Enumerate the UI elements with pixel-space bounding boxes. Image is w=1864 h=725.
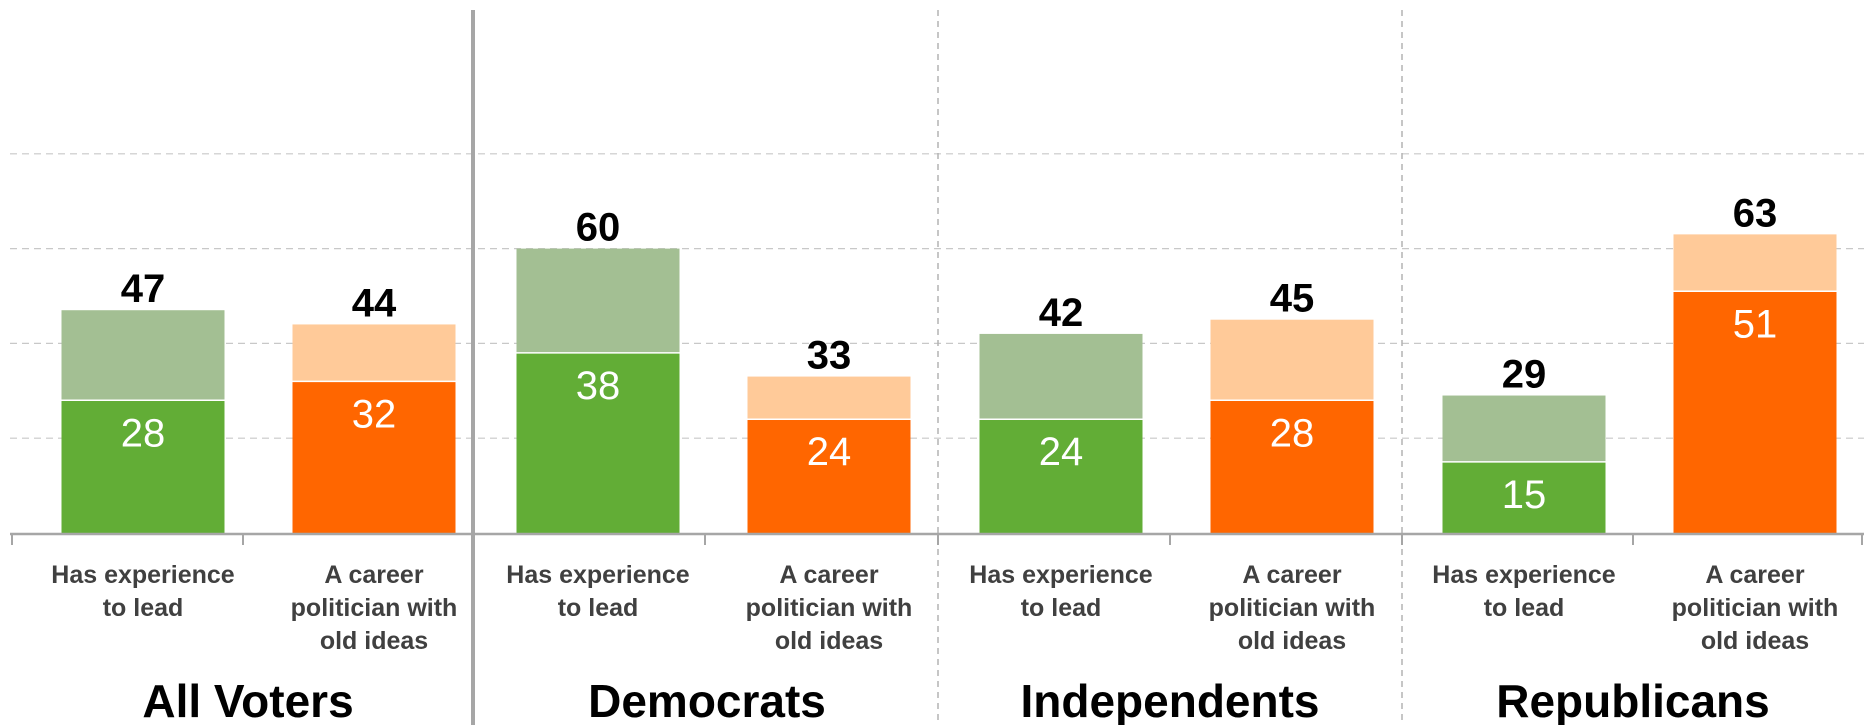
bar-total-segment-career-politician bbox=[1210, 319, 1374, 401]
category-label: to lead bbox=[1021, 594, 1102, 622]
category-label: A career bbox=[1705, 561, 1804, 589]
category-label: old ideas bbox=[1701, 627, 1809, 655]
category-label: to lead bbox=[103, 594, 184, 622]
group-label: Independents bbox=[1020, 675, 1319, 725]
bar-total-segment-career-politician bbox=[747, 376, 911, 420]
category-label: Has experience bbox=[506, 561, 690, 589]
category-label: Has experience bbox=[969, 561, 1153, 589]
bar-strong-segment-experience bbox=[61, 400, 225, 533]
strong-value-label: 28 bbox=[121, 411, 166, 455]
bar-total-segment-experience bbox=[516, 248, 680, 353]
x-axis bbox=[10, 532, 1864, 545]
bar-total-segment-experience bbox=[1442, 395, 1606, 462]
strong-value-label: 51 bbox=[1733, 302, 1778, 346]
category-label: A career bbox=[324, 561, 423, 589]
strong-value-label: 24 bbox=[1039, 430, 1084, 474]
bar-strong-segment-career-politician bbox=[1210, 400, 1374, 533]
total-value-label: 29 bbox=[1502, 353, 1547, 397]
gridlines bbox=[10, 153, 1864, 439]
bar-total-segment-experience bbox=[61, 310, 225, 401]
category-label: politician with bbox=[1672, 594, 1839, 622]
labels: 47 28 Has experience to lead 44 32 A career pol… bbox=[51, 191, 1838, 725]
bar-strong-segment-experience bbox=[516, 352, 680, 533]
strong-value-label: 28 bbox=[1270, 411, 1315, 455]
bar-strong-segment-career-politician bbox=[292, 381, 456, 533]
bar-strong-segment-career-politician bbox=[1673, 291, 1837, 533]
category-label: old ideas bbox=[775, 627, 883, 655]
total-value-label: 42 bbox=[1039, 291, 1084, 335]
bar-strong-segment-experience bbox=[979, 419, 1143, 533]
category-label: Has experience bbox=[1432, 561, 1616, 589]
strong-value-label: 32 bbox=[352, 392, 397, 436]
category-label: Has experience bbox=[51, 561, 235, 589]
bar-total-segment-career-politician bbox=[292, 324, 456, 382]
total-value-label: 47 bbox=[121, 267, 166, 311]
bars bbox=[61, 234, 1837, 533]
category-label: to lead bbox=[1484, 594, 1565, 622]
bar-total-segment-career-politician bbox=[1673, 234, 1837, 292]
category-label: politician with bbox=[746, 594, 913, 622]
bar-strong-segment-career-politician bbox=[747, 419, 911, 533]
category-label: to lead bbox=[558, 594, 639, 622]
group-dividers bbox=[471, 10, 1403, 725]
category-label: old ideas bbox=[320, 627, 428, 655]
strong-value-label: 24 bbox=[807, 430, 852, 474]
category-label: A career bbox=[779, 561, 878, 589]
strong-value-label: 15 bbox=[1502, 473, 1547, 517]
category-label: politician with bbox=[1209, 594, 1376, 622]
total-value-label: 33 bbox=[807, 334, 852, 378]
total-value-label: 44 bbox=[352, 281, 397, 325]
group-label: Republicans bbox=[1496, 675, 1770, 725]
total-value-label: 63 bbox=[1733, 191, 1778, 235]
bar-strong-segment-experience bbox=[1442, 461, 1606, 533]
category-label: old ideas bbox=[1238, 627, 1346, 655]
group-label: All Voters bbox=[142, 675, 353, 725]
total-value-label: 45 bbox=[1270, 277, 1315, 321]
total-value-label: 60 bbox=[576, 206, 621, 250]
category-label: A career bbox=[1242, 561, 1341, 589]
bar-total-segment-experience bbox=[979, 333, 1143, 420]
strong-value-label: 38 bbox=[576, 364, 621, 408]
group-label: Democrats bbox=[588, 675, 826, 725]
category-label: politician with bbox=[291, 594, 458, 622]
